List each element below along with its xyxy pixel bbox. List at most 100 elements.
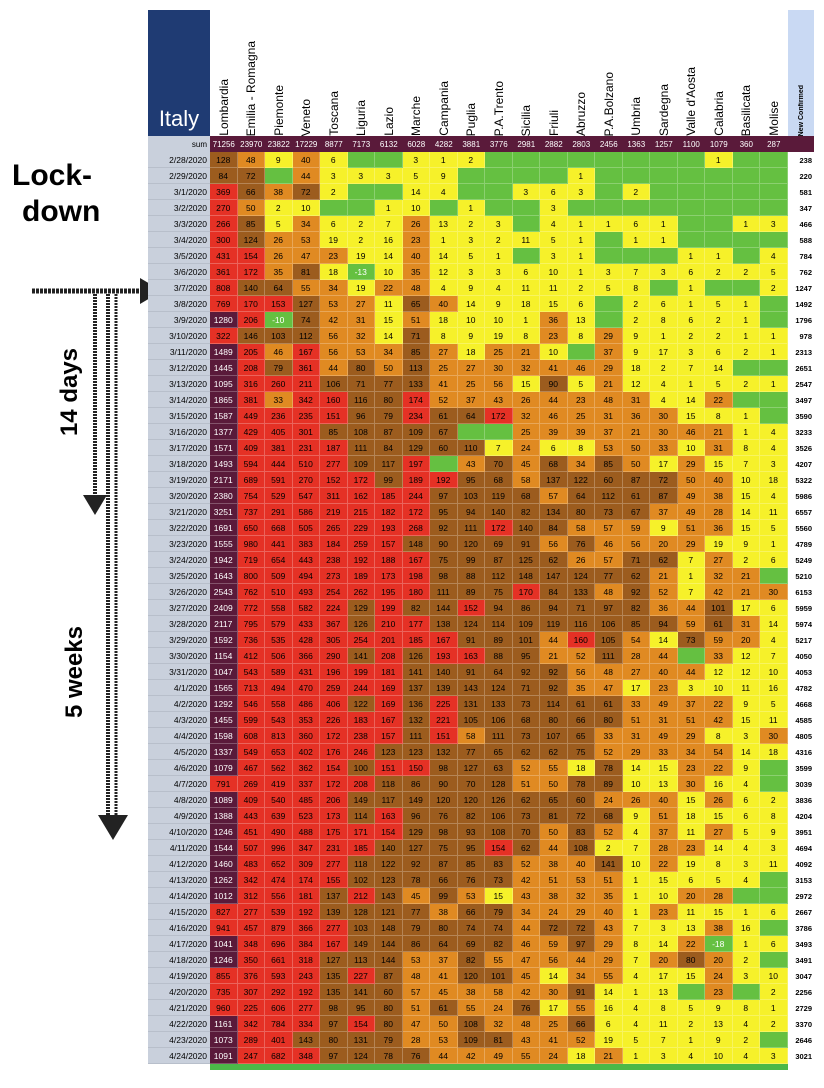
heatmap-cell (265, 168, 293, 184)
heatmap-cell: 2 (732, 344, 760, 360)
heatmap-cell: 5 (760, 696, 788, 712)
heatmap-cell: 1 (485, 248, 513, 264)
heatmap-cell: 4 (760, 488, 788, 504)
heatmap-cell: 4 (430, 280, 458, 296)
heatmap-cell: 48 (402, 280, 430, 296)
heatmap-cell: -13 (347, 264, 375, 280)
heatmap-cell (622, 152, 650, 168)
heatmap-cell: 33 (705, 648, 733, 664)
heatmap-cell: 85 (622, 616, 650, 632)
heatmap-cell: 15 (677, 408, 705, 424)
heatmap-cell: 1 (567, 168, 595, 184)
heatmap-cell: 25 (567, 408, 595, 424)
heatmap-cell: 18 (677, 808, 705, 824)
heatmap-cell: 639 (265, 808, 293, 824)
heatmap-cell: 1 (732, 936, 760, 952)
heatmap-cell: 31 (595, 408, 623, 424)
sum-label: sum (148, 136, 210, 152)
heatmap-cell: 108 (485, 824, 513, 840)
heatmap-cell: 122 (347, 696, 375, 712)
heatmap-cell: 24 (512, 440, 540, 456)
heatmap-cell: 101 (512, 632, 540, 648)
heatmap-cell: 16 (595, 1000, 623, 1016)
heatmap-cell: 3 (650, 1048, 678, 1064)
heatmap-cell: 238 (320, 552, 348, 568)
heatmap-cell: 133 (402, 376, 430, 392)
heatmap-cell: 45 (512, 456, 540, 472)
heatmap-cell: 9 (732, 536, 760, 552)
heatmap-cell: 167 (375, 712, 403, 728)
heatmap-cell (677, 648, 705, 664)
heatmap-cell: 44 (677, 664, 705, 680)
heatmap-cell: 2 (705, 328, 733, 344)
heatmap-cell: 6 (540, 440, 568, 456)
heatmap-cell (650, 184, 678, 200)
heatmap-cell: 4 (732, 1016, 760, 1032)
heatmap-cell: 46 (595, 536, 623, 552)
heatmap-cell: 50 (540, 824, 568, 840)
heatmap-cell (732, 280, 760, 296)
heatmap-cell: 549 (237, 744, 265, 760)
heatmap-cell: 69 (457, 936, 485, 952)
heatmap-cell: 3 (485, 264, 513, 280)
heatmap-cell: 1 (677, 296, 705, 312)
heatmap-cell: 72 (650, 472, 678, 488)
heatmap-cell: 160 (567, 632, 595, 648)
heatmap-cell: 136 (402, 696, 430, 712)
heatmap-cell: 106 (595, 616, 623, 632)
heatmap-cell: 558 (265, 696, 293, 712)
date-label: 4/9/2020 (148, 808, 210, 824)
heatmap-cell (732, 200, 760, 216)
heatmap-cell: 14 (595, 984, 623, 1000)
heatmap-cell: 9 (705, 1000, 733, 1016)
heatmap-cell: 154 (237, 248, 265, 264)
heatmap-cell: 347 (292, 840, 320, 856)
heatmap-cell: 556 (265, 888, 293, 904)
heatmap-cell: 206 (320, 792, 348, 808)
heatmap-cell: 81 (485, 1032, 513, 1048)
heatmap-cell: 47 (512, 952, 540, 968)
heatmap-cell: 6 (677, 872, 705, 888)
heatmap-cell: 2 (760, 280, 788, 296)
heatmap-cell: 1 (732, 312, 760, 328)
heatmap-cell: 76 (567, 536, 595, 552)
region-sum: 4282 (434, 139, 453, 149)
heatmap-cell: 1691 (210, 520, 238, 536)
heatmap-cell: 412 (237, 648, 265, 664)
heatmap-cell: 71 (347, 376, 375, 392)
heatmap-cell: 95 (347, 1000, 375, 1016)
heatmap-cell: 103 (347, 920, 375, 936)
heatmap-cell: 7 (622, 840, 650, 856)
heatmap-cell: 38 (540, 856, 568, 872)
heatmap-cell: 45 (430, 984, 458, 1000)
heatmap-cell: 3 (677, 344, 705, 360)
heatmap-cell (375, 184, 403, 200)
heatmap-cell: 2 (650, 360, 678, 376)
heatmap-cell: 33 (650, 744, 678, 760)
heatmap-cell: 48 (595, 664, 623, 680)
heatmap-cell: 493 (292, 584, 320, 600)
heatmap-cell: 55 (540, 760, 568, 776)
heatmap-cell: 44 (650, 648, 678, 664)
heatmap-cell: 1 (705, 152, 733, 168)
heatmap-cell: -18 (705, 936, 733, 952)
heatmap-cell (567, 152, 595, 168)
heatmap-cell: 24 (705, 968, 733, 984)
heatmap-cell: 61 (430, 408, 458, 424)
heatmap-cell: 735 (210, 984, 238, 1000)
new-confirmed-value: 3497 (788, 392, 814, 408)
heatmap-cell: 1865 (210, 392, 238, 408)
heatmap-cell: 51 (595, 872, 623, 888)
heatmap-cell: 30 (760, 584, 788, 600)
heatmap-cell: 50 (622, 440, 650, 456)
date-label: 3/10/2020 (148, 328, 210, 344)
heatmap-cell: 941 (210, 920, 238, 936)
heatmap-cell: 3 (677, 680, 705, 696)
heatmap-cell: 29 (595, 328, 623, 344)
heatmap-cell: 153 (265, 296, 293, 312)
heatmap-cell: 60 (430, 440, 458, 456)
heatmap-cell: 10 (650, 888, 678, 904)
heatmap-cell: 86 (402, 776, 430, 792)
heatmap-cell: 68 (512, 712, 540, 728)
heatmap-cell: 266 (210, 216, 238, 232)
